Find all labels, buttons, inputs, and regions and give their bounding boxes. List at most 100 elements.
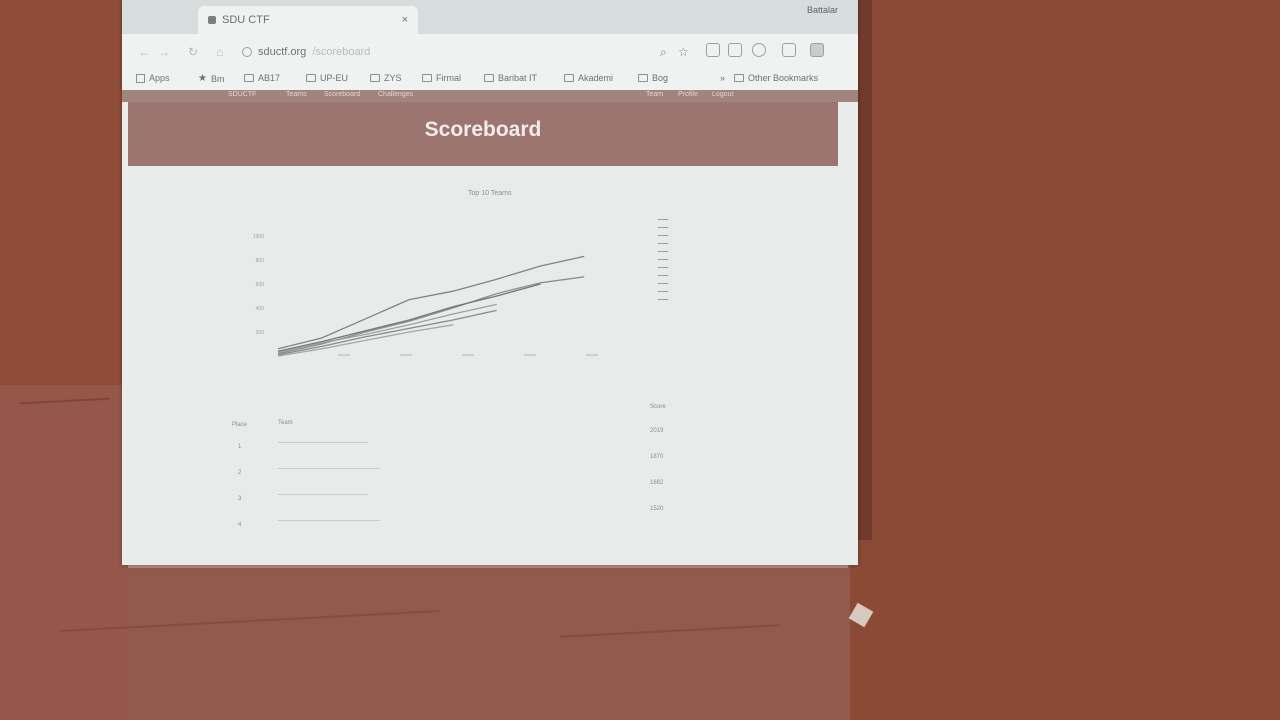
- y-tick-label: 600: [256, 282, 265, 288]
- score-column-header: Score: [650, 404, 666, 410]
- wall-background: [0, 0, 120, 385]
- y-tick-label: 1000: [253, 234, 264, 240]
- extension-icon[interactable]: [782, 43, 796, 57]
- row-score: 2019: [650, 428, 664, 434]
- chart-title: Top 10 Teams: [468, 190, 512, 197]
- bookmark-label: ZYS: [384, 73, 402, 83]
- legend-item: [658, 240, 671, 248]
- bookmark-folder[interactable]: Akademi: [564, 73, 613, 83]
- bookmark-label: AB17: [258, 73, 281, 83]
- nav-link[interactable]: Team: [646, 91, 664, 98]
- tab-close-button[interactable]: ×: [401, 14, 408, 26]
- row-team-link[interactable]: [278, 468, 380, 469]
- bookmark-folder[interactable]: UP-EU: [306, 73, 348, 83]
- bookmarks-overflow-icon[interactable]: »: [720, 73, 726, 83]
- row-score: 1520: [650, 506, 664, 512]
- legend-item: [658, 256, 671, 264]
- bookmarks-bar: Apps ★ Bm AB17 UP-EU ZYS Firmal Baribat I…: [122, 68, 858, 91]
- projected-screen: SDU CTF × Battalar ← → ↻ ⌂ sductf.org/sc…: [122, 0, 858, 565]
- row-rank: 4: [238, 522, 242, 528]
- row-score: 1682: [650, 480, 664, 486]
- folder-icon: [564, 74, 574, 82]
- row-rank: 3: [238, 496, 242, 502]
- legend-item: [658, 216, 671, 224]
- bookmark-folder[interactable]: Bog: [638, 73, 668, 83]
- legend-item: [658, 232, 671, 240]
- bookmark-label: Apps: [149, 73, 170, 83]
- row-team-link[interactable]: [278, 520, 380, 521]
- address-bar-row: ← → ↻ ⌂ sductf.org/scoreboard ⌕ ☆: [122, 34, 858, 68]
- whiteboard: [128, 538, 850, 720]
- row-team-link[interactable]: [278, 494, 368, 495]
- bookmark-star-icon[interactable]: ☆: [678, 45, 689, 59]
- folder-icon: [244, 74, 254, 82]
- tab-strip: SDU CTF × Battalar: [122, 0, 858, 34]
- back-icon[interactable]: ←: [138, 45, 150, 59]
- legend-item: [658, 296, 671, 304]
- nav-link[interactable]: Teams: [286, 91, 307, 98]
- bookmark-item[interactable]: ★ Bm: [198, 73, 224, 84]
- legend-item: [658, 264, 671, 272]
- bookmark-folder[interactable]: Firmal: [422, 73, 461, 83]
- team-column-header: Team: [278, 420, 293, 426]
- search-icon[interactable]: ⌕: [660, 45, 667, 59]
- series-line: [277, 324, 454, 357]
- row-rank: 2: [238, 470, 242, 476]
- row-score: 1870: [650, 454, 664, 460]
- nav-link[interactable]: Profile: [678, 91, 698, 98]
- folder-icon: [306, 74, 316, 82]
- bookmark-folder[interactable]: AB17: [244, 73, 280, 83]
- site-nav: SDUCTF Teams Scoreboard Challenges Team …: [122, 90, 858, 102]
- bookmark-folder[interactable]: Baribat IT: [484, 73, 537, 83]
- series-line: [277, 283, 541, 352]
- bookmark-label: Other Bookmarks: [748, 73, 819, 83]
- forward-icon[interactable]: →: [158, 45, 170, 59]
- series-line: [277, 303, 497, 354]
- bookmark-label: Baribat IT: [498, 73, 538, 83]
- legend-item: [658, 224, 671, 232]
- row-rank: 1: [238, 444, 242, 450]
- legend-item: [658, 288, 671, 296]
- wall-background-lower: [0, 385, 130, 720]
- rank-column-header: Place: [232, 422, 248, 428]
- home-icon[interactable]: ⌂: [216, 45, 224, 59]
- site-info-icon[interactable]: [242, 47, 252, 57]
- bookmark-apps[interactable]: Apps: [136, 73, 170, 83]
- legend-item: [658, 272, 671, 280]
- scoreboard-content: Top 10 Teams 1000 800 600 400 200 Place Team…: [128, 166, 852, 565]
- whiteboard-frame: [128, 562, 848, 568]
- bookmark-label: Bm: [210, 73, 225, 84]
- series-line: [277, 255, 585, 350]
- score-chart: 1000 800 600 400 200: [253, 234, 598, 357]
- y-tick-label: 400: [256, 306, 265, 312]
- nav-link[interactable]: Scoreboard: [324, 91, 361, 98]
- extension-icon[interactable]: [752, 43, 766, 57]
- page-header: Scoreboard: [128, 90, 838, 166]
- folder-icon: [734, 74, 744, 82]
- page-title: Scoreboard: [424, 118, 542, 141]
- bookmark-label: Akademi: [578, 73, 614, 83]
- menu-icon[interactable]: [810, 43, 824, 57]
- legend-item: [658, 280, 671, 288]
- nav-link[interactable]: Logout: [712, 91, 734, 98]
- folder-icon: [484, 74, 494, 82]
- browser-tab[interactable]: SDU CTF ×: [198, 6, 418, 34]
- bookmark-label: Firmal: [436, 73, 461, 83]
- url-field[interactable]: sductf.org/scoreboard: [242, 42, 822, 62]
- tab-title: SDU CTF: [222, 14, 270, 26]
- other-bookmarks[interactable]: Other Bookmarks: [734, 73, 818, 83]
- nav-link[interactable]: Challenges: [378, 91, 414, 98]
- extension-icon[interactable]: [706, 43, 720, 57]
- chart-legend: [658, 216, 671, 304]
- bookmark-label: Bog: [652, 73, 669, 83]
- y-tick-label: 200: [256, 330, 265, 336]
- row-team-link[interactable]: [278, 442, 368, 443]
- folder-icon: [422, 74, 432, 82]
- bookmark-folder[interactable]: ZYS: [370, 73, 402, 83]
- nav-link[interactable]: SDUCTF: [228, 91, 257, 98]
- extension-icon[interactable]: [728, 43, 742, 57]
- reload-icon[interactable]: ↻: [188, 45, 199, 59]
- profile-name[interactable]: Battalar: [806, 5, 838, 15]
- bookmark-label: UP-EU: [320, 73, 349, 83]
- favicon-icon: [208, 16, 216, 24]
